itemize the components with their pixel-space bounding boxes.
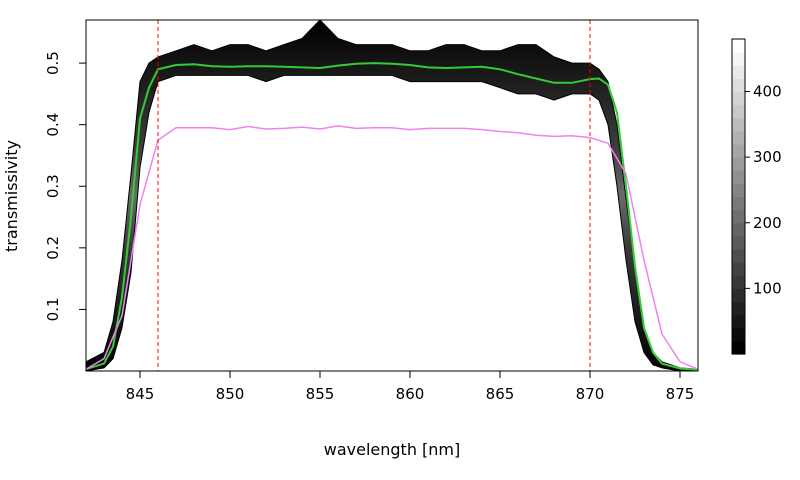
colorbar-swatch (732, 117, 745, 132)
colorbar-swatch (732, 262, 745, 276)
colorbar-tick-label: 400 (753, 83, 782, 101)
colorbar-tick-label: 200 (753, 214, 782, 232)
y-tick-label: 0.1 (44, 297, 62, 321)
x-tick-label: 850 (216, 385, 245, 403)
x-axis-label: wavelength [nm] (324, 440, 461, 459)
colorbar-swatch (732, 327, 745, 342)
x-tick-label: 860 (396, 385, 425, 403)
colorbar-frame (731, 38, 746, 355)
colorbar-swatch (732, 340, 745, 355)
colorbar-swatch (732, 314, 745, 329)
colorbar: 100 200 300 400 (731, 38, 782, 355)
colorbar-swatch (732, 144, 745, 158)
colorbar-tick-label: 100 (753, 279, 782, 297)
colorbar-swatch (732, 170, 745, 184)
colorbar-tick-label: 300 (753, 148, 782, 166)
x-tick-label: 875 (666, 385, 695, 403)
colorbar-swatch (732, 235, 745, 250)
colorbar-swatch (732, 249, 745, 263)
colorbar-swatch (732, 301, 745, 316)
reference-lines (157, 20, 591, 371)
colorbar-swatch (732, 65, 745, 79)
y-axis-label: transmissivity (2, 140, 21, 252)
colorbar-swatch (732, 209, 745, 224)
colorbar-swatch (732, 275, 745, 289)
plot-frame (85, 19, 699, 372)
colorbar-swatch (732, 196, 745, 211)
colorbar-swatch (732, 130, 745, 145)
y-tick-label: 0.5 (44, 51, 62, 75)
y-tick-label: 0.2 (44, 236, 62, 260)
x-tick-label: 865 (486, 385, 515, 403)
y-axis: 0.1 0.2 0.3 0.4 0.5 (44, 51, 86, 321)
y-tick-label: 0.4 (44, 113, 62, 137)
x-tick-label: 855 (306, 385, 335, 403)
colorbar-swatch (732, 183, 745, 198)
x-axis: 845 850 855 860 865 870 875 (126, 371, 695, 403)
density-band (86, 20, 698, 371)
colorbar-swatch (732, 157, 745, 171)
series-layer (86, 62, 698, 371)
plot-area (86, 20, 698, 371)
colorbar-swatch (732, 104, 745, 119)
x-tick-label: 870 (576, 385, 605, 403)
colorbar-swatch (732, 78, 745, 93)
colorbar-swatch (732, 222, 745, 237)
x-tick-label: 845 (126, 385, 155, 403)
colorbar-swatch (732, 91, 745, 106)
y-tick-label: 0.3 (44, 174, 62, 198)
series-line-2 (86, 125, 698, 370)
colorbar-swatch (732, 39, 745, 53)
series-line-1 (86, 62, 698, 371)
colorbar-swatch (732, 52, 745, 66)
colorbar-swatch (732, 288, 745, 303)
